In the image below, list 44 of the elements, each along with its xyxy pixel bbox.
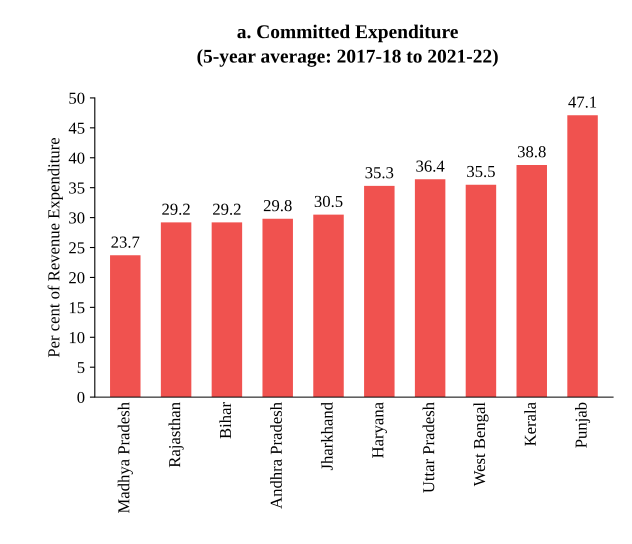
x-tick-label: Bihar	[219, 402, 232, 439]
y-axis-title: Per cent of Revenue Expenditure	[48, 138, 63, 358]
x-tick-label: Rajasthan	[168, 402, 184, 468]
bar	[313, 214, 344, 398]
bar	[567, 115, 598, 398]
y-tick-label: 0	[77, 392, 84, 404]
bar	[466, 184, 496, 398]
y-tick-label: 5	[78, 362, 84, 374]
y-tick-label: 30	[69, 212, 84, 224]
bar	[212, 222, 242, 398]
data-label: 29.2	[162, 204, 190, 215]
bar	[160, 222, 192, 398]
chart-subtitle: (5-year average: 2017-18 to 2021-22)	[197, 49, 498, 67]
x-tick-label: West Bengal	[473, 402, 489, 486]
x-tick-label: Haryana	[372, 402, 387, 458]
data-label: 23.7	[111, 236, 140, 248]
x-tick-label: Andhra Pradesh	[270, 402, 282, 509]
bar	[364, 186, 395, 398]
data-label: 29.2	[213, 204, 241, 215]
data-label: 36.4	[416, 160, 444, 172]
data-label: 29.8	[264, 200, 292, 212]
bar	[414, 179, 446, 398]
y-tick-label: 50	[69, 92, 84, 104]
x-tick-label: Madhya Pradesh	[118, 402, 133, 514]
x-tick-label: Jharkhand	[320, 402, 333, 470]
y-tick-label: 20	[69, 272, 84, 284]
data-label: 38.8	[518, 146, 546, 158]
y-tick-label: 15	[70, 302, 84, 314]
y-tick-label: 40	[68, 152, 84, 164]
bar	[262, 218, 293, 398]
y-tick-label: 35	[69, 182, 84, 194]
x-tick-label: Punjab	[575, 402, 590, 448]
x-tick-label: Uttar Pradesh	[422, 402, 434, 493]
data-label: 47.1	[568, 96, 596, 108]
data-label: 35.3	[366, 167, 394, 178]
y-tick-label: 25	[69, 242, 84, 254]
bar	[110, 255, 141, 398]
data-label: 35.5	[467, 166, 495, 178]
x-tick-label: Kerala	[524, 402, 536, 446]
y-tick-label: 45	[68, 122, 84, 134]
chart-title: a. Committed Expenditure	[237, 24, 458, 42]
bar	[516, 164, 547, 398]
data-label: 30.5	[314, 196, 342, 208]
y-tick-label: 10	[70, 332, 84, 344]
